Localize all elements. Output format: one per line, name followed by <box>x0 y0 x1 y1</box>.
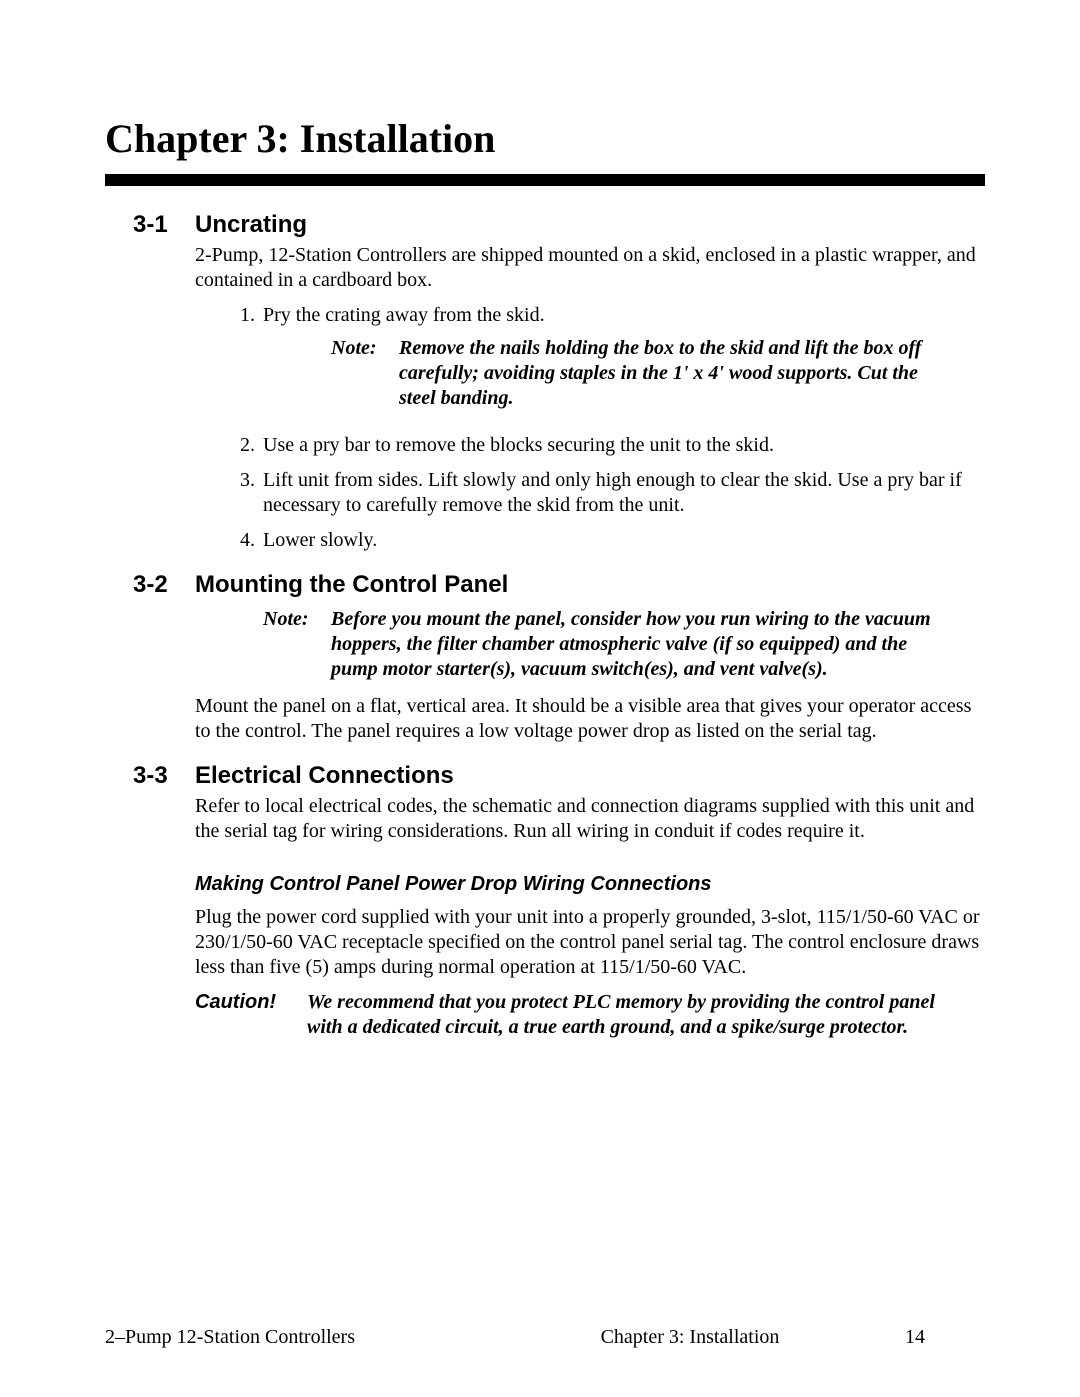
footer-center: Chapter 3: Installation <box>495 1326 885 1349</box>
sub-body-paragraph: Plug the power cord supplied with your u… <box>195 905 985 980</box>
section-number: 3-1 <box>133 211 195 239</box>
step-text: Lift unit from sides. Lift slowly and on… <box>263 468 985 518</box>
list-number: 1. <box>235 303 263 423</box>
list-number: 3. <box>235 468 263 518</box>
ordered-list: 1. Pry the crating away from the skid. N… <box>235 303 985 553</box>
subsection-heading: Making Control Panel Power Drop Wiring C… <box>195 872 985 897</box>
section-title: Uncrating <box>195 211 985 239</box>
note-text: Remove the nails holding the box to the … <box>399 336 985 411</box>
step-text: Use a pry bar to remove the blocks secur… <box>263 433 985 458</box>
list-item: 4. Lower slowly. <box>235 528 985 553</box>
caution-text: We recommend that you protect PLC memory… <box>307 990 985 1040</box>
title-underline-bar <box>105 174 985 186</box>
footer-left: 2–Pump 12-Station Controllers <box>105 1326 495 1349</box>
list-item: 1. Pry the crating away from the skid. N… <box>235 303 985 423</box>
intro-paragraph: 2-Pump, 12-Station Controllers are shipp… <box>195 243 985 293</box>
step-text: Pry the crating away from the skid. <box>263 304 545 326</box>
footer-page-number: 14 <box>885 1326 985 1349</box>
note-text: Before you mount the panel, consider how… <box>331 607 985 682</box>
body-paragraph: Mount the panel on a flat, vertical area… <box>195 694 985 744</box>
section-uncrating: 3-1 Uncrating 2-Pump, 12-Station Control… <box>105 211 985 553</box>
section-heading: 3-2 Mounting the Control Panel <box>105 571 985 599</box>
note-label: Note: <box>263 607 331 682</box>
list-item: 3. Lift unit from sides. Lift slowly and… <box>235 468 985 518</box>
intro-paragraph: Refer to local electrical codes, the sch… <box>195 794 985 844</box>
step-text: Lower slowly. <box>263 528 985 553</box>
list-number: 4. <box>235 528 263 553</box>
section-number: 3-3 <box>133 762 195 790</box>
caution-label: Caution! <box>195 990 307 1040</box>
chapter-title: Chapter 3: Installation <box>105 115 985 162</box>
caution-block: Caution! We recommend that you protect P… <box>195 990 985 1040</box>
section-title: Mounting the Control Panel <box>195 571 985 599</box>
note-block: Note: Before you mount the panel, consid… <box>263 607 985 682</box>
section-electrical: 3-3 Electrical Connections Refer to loca… <box>105 762 985 1040</box>
section-mounting: 3-2 Mounting the Control Panel Note: Bef… <box>105 571 985 744</box>
note-label: Note: <box>331 336 399 411</box>
note-block: Note: Remove the nails holding the box t… <box>331 336 985 411</box>
section-body: Refer to local electrical codes, the sch… <box>195 794 985 1040</box>
list-text: Pry the crating away from the skid. Note… <box>263 303 985 423</box>
section-body: 2-Pump, 12-Station Controllers are shipp… <box>195 243 985 553</box>
section-body: Note: Before you mount the panel, consid… <box>195 607 985 744</box>
section-title: Electrical Connections <box>195 762 985 790</box>
section-heading: 3-1 Uncrating <box>105 211 985 239</box>
list-item: 2. Use a pry bar to remove the blocks se… <box>235 433 985 458</box>
list-number: 2. <box>235 433 263 458</box>
section-heading: 3-3 Electrical Connections <box>105 762 985 790</box>
section-number: 3-2 <box>133 571 195 599</box>
page-footer: 2–Pump 12-Station Controllers Chapter 3:… <box>105 1326 985 1349</box>
